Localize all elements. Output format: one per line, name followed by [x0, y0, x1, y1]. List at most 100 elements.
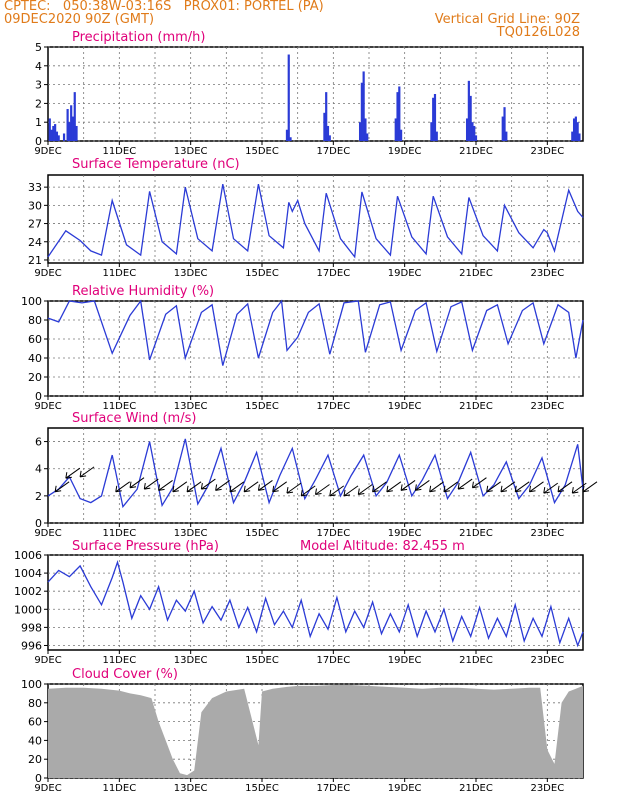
panel-frame	[47, 300, 584, 397]
y-tick-label: 0	[35, 135, 42, 148]
precip-bar	[366, 133, 369, 141]
x-tick-label: 11DEC	[102, 655, 136, 666]
header-location: CPTEC: 050:38W-03:16S PROX01: PORTEL (PA…	[4, 0, 324, 14]
wind-arrow-head	[372, 485, 379, 493]
x-tick-label: 21DEC	[459, 146, 493, 157]
x-tick-label: 21DEC	[459, 528, 493, 539]
wind-arrow-head	[215, 484, 222, 491]
y-tick-label: 20	[28, 371, 42, 384]
header-code: TQ0126L028	[496, 25, 580, 40]
panel-5	[44, 683, 584, 782]
precip-bar	[471, 122, 474, 141]
wind-arrow	[186, 481, 202, 493]
precip-bar	[70, 105, 73, 141]
precip-bar	[287, 54, 290, 141]
y-tick-label: 60	[28, 333, 42, 346]
y-tick-label: 1000	[14, 603, 42, 616]
wind-arrow	[172, 481, 188, 493]
wind-arrow	[54, 481, 70, 493]
wind-arrow-head	[414, 484, 422, 491]
x-tick-label: 19DEC	[388, 655, 422, 666]
wind-arrow	[557, 481, 573, 493]
y-tick-label: 2	[35, 97, 42, 110]
wind-arrow	[329, 485, 345, 497]
precip-bar	[469, 95, 472, 141]
series-line	[47, 299, 584, 366]
x-tick-label: 11DEC	[102, 146, 136, 157]
wind-arrow	[144, 478, 159, 490]
precip-bar	[571, 131, 574, 141]
x-tick-label: 19DEC	[388, 401, 422, 412]
series-line	[47, 183, 584, 259]
wind-arrow-head	[557, 485, 565, 493]
y-tick-label: 0	[35, 390, 42, 403]
wind-arrow-head	[315, 488, 322, 495]
wind-arrow-head	[457, 482, 465, 490]
precip-bar	[75, 125, 78, 141]
panel-0	[44, 46, 584, 145]
panel-title: Relative Humidity (%)	[72, 284, 214, 299]
wind-arrow-head	[400, 484, 408, 491]
panel-3	[44, 427, 598, 527]
x-tick-label: 11DEC	[102, 528, 136, 539]
x-tick-label: 19DEC	[388, 146, 422, 157]
wind-arrow	[215, 480, 230, 491]
y-tick-label: 6	[35, 436, 42, 449]
cloud-cover-area	[48, 684, 583, 778]
panel-title: Surface Pressure (hPa)	[72, 539, 219, 554]
precip-bar	[52, 125, 55, 141]
precip-bar	[55, 131, 59, 141]
panel-title: Surface Temperature (nC)	[72, 157, 240, 172]
y-tick-label: 80	[28, 697, 42, 710]
y-tick-label: 1	[35, 116, 42, 129]
wind-arrow	[258, 480, 273, 491]
wind-arrow	[65, 467, 81, 479]
wind-arrow	[229, 481, 245, 493]
x-tick-label: 13DEC	[174, 146, 208, 157]
x-tick-label: 21DEC	[459, 268, 493, 279]
x-tick-label: 9DEC	[34, 401, 61, 412]
precip-bar	[400, 129, 403, 141]
wind-arrow-head	[65, 472, 72, 479]
wind-arrow-head	[471, 481, 479, 489]
x-tick-label: 13DEC	[174, 268, 208, 279]
panel-1	[44, 174, 584, 267]
wind-arrow	[272, 481, 287, 493]
wind-arrow-head	[357, 488, 365, 495]
wind-arrow-head	[486, 485, 493, 493]
wind-arrow-head	[343, 489, 351, 497]
precip-bar	[572, 118, 576, 141]
precip-bar	[364, 118, 367, 141]
wind-arrow	[500, 481, 516, 493]
wind-arrow	[582, 481, 598, 493]
wind-arrow-head	[543, 487, 550, 494]
panel-2	[44, 299, 584, 400]
wind-arrow-head	[529, 485, 536, 493]
wind-arrow-head	[500, 485, 508, 493]
wind-arrow	[343, 485, 359, 497]
precip-bar	[576, 122, 579, 141]
y-tick-label: 100	[21, 295, 42, 308]
wind-arrow-head	[571, 487, 579, 494]
series-line	[47, 438, 584, 509]
precip-bar	[328, 135, 331, 141]
wind-arrow-head	[143, 482, 151, 490]
y-tick-label: 4	[35, 463, 42, 476]
panel-frame	[47, 554, 584, 651]
y-tick-label: 996	[21, 639, 42, 652]
wind-arrow	[372, 481, 387, 493]
wind-arrow-head	[329, 489, 336, 497]
wind-arrow-head	[186, 485, 194, 493]
y-tick-label: 0	[35, 772, 42, 785]
x-tick-label: 19DEC	[388, 528, 422, 539]
x-tick-label: 21DEC	[459, 655, 493, 666]
x-tick-label: 15DEC	[245, 146, 279, 157]
wind-arrow-head	[200, 482, 208, 490]
wind-arrow-head	[243, 485, 251, 493]
wind-arrow	[572, 482, 587, 494]
x-tick-label: 23DEC	[530, 783, 564, 794]
panel-annotation: Model Altitude: 82.455 m	[300, 539, 465, 554]
wind-arrow	[429, 481, 444, 493]
x-tick-label: 9DEC	[34, 783, 61, 794]
wind-arrow-head	[229, 485, 236, 493]
